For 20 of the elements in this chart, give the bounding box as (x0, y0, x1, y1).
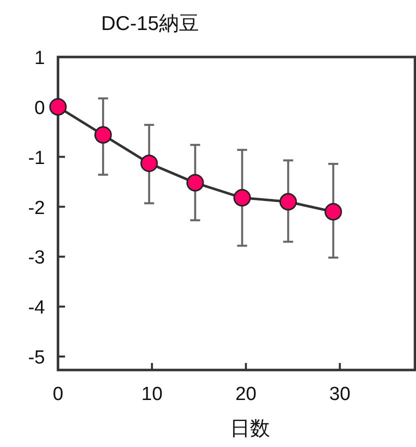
chart-title: DC-15納豆 (101, 13, 199, 35)
point (324, 203, 342, 221)
y-tick-label: 0 (34, 98, 45, 119)
x-axis-title: 日数 (230, 418, 270, 440)
point (94, 126, 112, 144)
point (279, 193, 297, 211)
y-tick-label: 1 (34, 48, 45, 69)
x-tick-label: 10 (141, 384, 163, 405)
x-tick-label: 0 (52, 384, 64, 405)
x-tick-label: 30 (329, 384, 350, 405)
point (233, 189, 251, 207)
x-tick-label: 20 (235, 384, 256, 405)
y-tick-label: -2 (28, 198, 45, 219)
point (140, 154, 158, 172)
y-tick-label: -3 (28, 248, 45, 269)
point (49, 98, 67, 116)
y-tick-label: -4 (28, 298, 46, 319)
point (186, 174, 204, 192)
y-tick-label: -5 (28, 348, 45, 369)
y-tick-label: -1 (28, 148, 45, 169)
